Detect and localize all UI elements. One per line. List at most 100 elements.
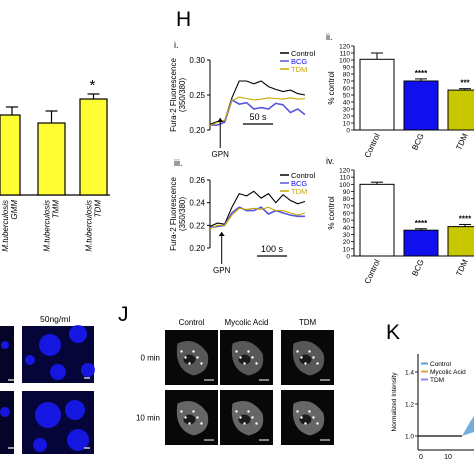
- tick-label-x: TDM: [454, 132, 470, 152]
- tick-label-y: 0: [346, 254, 350, 261]
- significance-marker: ****: [415, 69, 428, 78]
- gpn-label: GPN: [212, 150, 230, 159]
- sub-panel-label: ii.: [326, 32, 333, 42]
- legend-label-bcg: BCG: [291, 57, 307, 66]
- puncta: [184, 356, 187, 359]
- bar-control: [359, 183, 395, 257]
- tick-label-y: 30: [343, 232, 351, 239]
- tick-label-y: 60: [343, 211, 351, 218]
- puncta: [184, 416, 187, 419]
- series-line-bcg: [210, 98, 306, 126]
- legend-label-control: Control: [291, 49, 316, 58]
- micrograph-i-3: [0, 391, 14, 454]
- puncta: [312, 356, 315, 359]
- cell-nucleus-5: [25, 355, 35, 365]
- tick-label-sub-1: GMM: [10, 200, 19, 220]
- tick-label-sub-3: TDM: [94, 200, 103, 218]
- panel-j-micrographs: Control Mycolic Acid TDM 0 min 10 min: [136, 318, 334, 445]
- puncta: [255, 422, 258, 425]
- cell-nucleus-8: [35, 402, 61, 428]
- significance-marker: ***: [460, 79, 470, 88]
- panel-g-bar-chart: M.tuberculosis GMM M.tuberculosis TMM*M.tub…: [0, 77, 110, 252]
- puncta: [255, 362, 258, 365]
- panel-i-micrographs: 50ng/ml: [0, 314, 95, 454]
- cell-nucleus-1: [39, 334, 61, 356]
- bar-control: [359, 58, 395, 131]
- puncta: [196, 356, 199, 359]
- cell-nucleus-2: [69, 325, 87, 343]
- legend-label-2: Mycolic Acid: [430, 369, 466, 376]
- label-50ng-ml: 50ng/ml: [40, 314, 70, 324]
- panel-h-i-trace-chart: 0.20 0.25 0.30 Fura-2 Fluorescence (350/380)…: [169, 40, 316, 159]
- legend-label-control: Control: [291, 171, 316, 180]
- cell-nucleus-3: [50, 364, 66, 380]
- tick-label-y: 20: [343, 239, 351, 246]
- tick-label-x: Control: [363, 258, 382, 285]
- tick-label-y: 120: [339, 168, 350, 175]
- row-header: 10 min: [136, 414, 160, 423]
- scale-bar-label: 50 s: [249, 112, 267, 122]
- puncta: [243, 362, 246, 365]
- puncta: [192, 350, 195, 353]
- tick-label-y: 1.0: [405, 434, 414, 441]
- tick-label-y: 50: [343, 93, 351, 100]
- puncta: [235, 410, 238, 413]
- bar-2: [37, 122, 66, 196]
- significance-marker: ****: [459, 214, 472, 223]
- tick-label-y: 90: [343, 189, 351, 196]
- tick-label-x: 0: [419, 454, 423, 461]
- legend-label-tdm: TDM: [291, 187, 307, 196]
- gpn-arrowhead: [217, 118, 224, 122]
- puncta: [239, 356, 242, 359]
- puncta: [192, 410, 195, 413]
- legend-label-tdm: TDM: [291, 65, 307, 74]
- puncta: [300, 356, 303, 359]
- puncta: [239, 416, 242, 419]
- column-header: Mycolic Acid: [224, 318, 268, 327]
- bar-3: [79, 98, 108, 196]
- series-line-tdm: [209, 206, 306, 230]
- cell-nucleus-6: [1, 341, 9, 349]
- panel-letter-h: H: [176, 8, 191, 31]
- puncta: [251, 416, 254, 419]
- tick-label-y: 0.26: [189, 176, 205, 185]
- tick-label-y: 30: [343, 107, 351, 114]
- sub-panel-label: iii.: [174, 158, 183, 168]
- cell-nucleus-9: [65, 400, 85, 420]
- panel-k-line-chart: 1.0 1.2 1.4 0 10 Normalized Intensity ControlM…: [391, 354, 474, 461]
- sub-panel-label: i.: [174, 40, 179, 50]
- puncta: [243, 422, 246, 425]
- puncta: [304, 422, 307, 425]
- legend-label-bcg: BCG: [291, 179, 307, 188]
- panel-h-iii-trace-chart: 0.20 0.22 0.24 0.26 Fura-2 Fluorescence (350/…: [169, 158, 316, 275]
- axis-label-y-unit: (350/380): [178, 78, 187, 113]
- tick-label-y: 100: [339, 182, 350, 189]
- series-line-bcg: [209, 206, 305, 229]
- bar-tdm: [447, 89, 474, 131]
- row-header: 0 min: [140, 354, 160, 363]
- tick-label-y: 40: [343, 100, 351, 107]
- bar-1: [0, 114, 21, 196]
- tick-label-y: 80: [343, 72, 351, 79]
- tick-label-y: 70: [343, 79, 351, 86]
- tick-label-1: M.tuberculosis: [1, 200, 10, 252]
- puncta: [296, 410, 299, 413]
- tick-label-y: 50: [343, 218, 351, 225]
- puncta: [300, 416, 303, 419]
- puncta: [251, 356, 254, 359]
- puncta: [180, 410, 183, 413]
- column-header: TDM: [299, 318, 317, 327]
- tick-label-x: 10: [444, 454, 452, 461]
- series-line-tdm: [209, 96, 306, 127]
- bar-tdm: [447, 226, 474, 257]
- column-header: Control: [179, 318, 205, 327]
- bar-bcg: [403, 80, 439, 131]
- tick-label-y: 40: [343, 225, 351, 232]
- tick-label-y: 0: [346, 128, 350, 135]
- cell-nucleus-11: [33, 438, 47, 452]
- puncta: [316, 422, 319, 425]
- tick-label-x: Control: [363, 132, 382, 159]
- tick-label-y: 0.30: [189, 56, 205, 65]
- tick-label-y: 90: [343, 65, 351, 72]
